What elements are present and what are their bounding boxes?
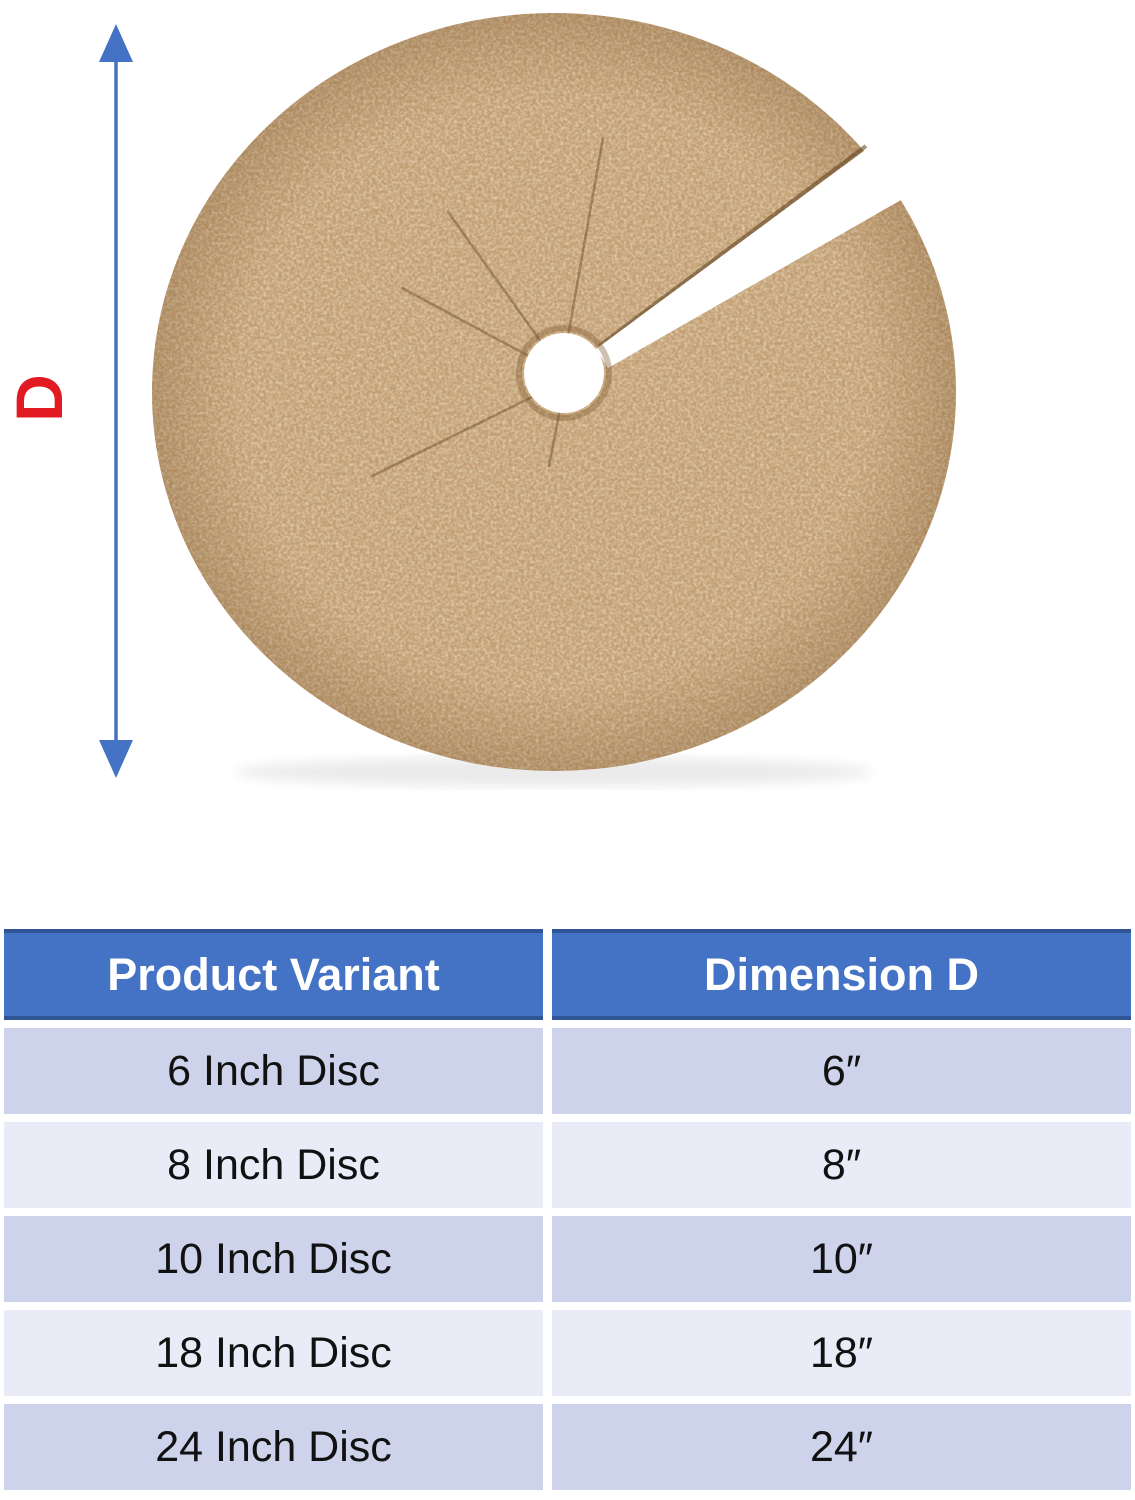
table-row: 8 Inch Disc 8″ <box>4 1122 1131 1208</box>
variant-size: 6″ <box>552 1028 1131 1114</box>
slit-gap <box>596 148 901 368</box>
disc-shadow <box>234 757 874 787</box>
variant-name: 10 Inch Disc <box>4 1216 543 1302</box>
crease-lines <box>370 136 605 478</box>
variant-name: 8 Inch Disc <box>4 1122 543 1208</box>
slit-cut-edge <box>597 144 868 348</box>
size-table: Product Variant Dimension D 6 Inch Disc … <box>4 929 1131 1490</box>
arrow-down-head-icon <box>99 740 133 778</box>
variant-name: 18 Inch Disc <box>4 1310 543 1396</box>
table-row: 6 Inch Disc 6″ <box>4 1028 1131 1114</box>
col-header-dimension-d: Dimension D <box>552 929 1131 1020</box>
table-row: 24 Inch Disc 24″ <box>4 1404 1131 1490</box>
table-row: 18 Inch Disc 18″ <box>4 1310 1131 1396</box>
variant-size: 8″ <box>552 1122 1131 1208</box>
variant-size: 10″ <box>552 1216 1131 1302</box>
variant-name: 24 Inch Disc <box>4 1404 543 1490</box>
product-figure: D <box>2 13 956 787</box>
variant-size: 18″ <box>552 1310 1131 1396</box>
variant-size: 24″ <box>552 1404 1131 1490</box>
table-header-row: Product Variant Dimension D <box>4 929 1131 1020</box>
coir-disc-photo <box>152 13 956 771</box>
dimension-label: D <box>2 374 76 422</box>
table-row: 10 Inch Disc 10″ <box>4 1216 1131 1302</box>
dimension-arrow <box>99 24 133 778</box>
col-header-product-variant: Product Variant <box>4 929 543 1020</box>
coir-disc-illustration: D <box>2 13 956 787</box>
arrow-up-head-icon <box>99 24 133 62</box>
center-hole <box>524 333 604 413</box>
variant-name: 6 Inch Disc <box>4 1028 543 1114</box>
center-hole-rim <box>516 325 612 421</box>
